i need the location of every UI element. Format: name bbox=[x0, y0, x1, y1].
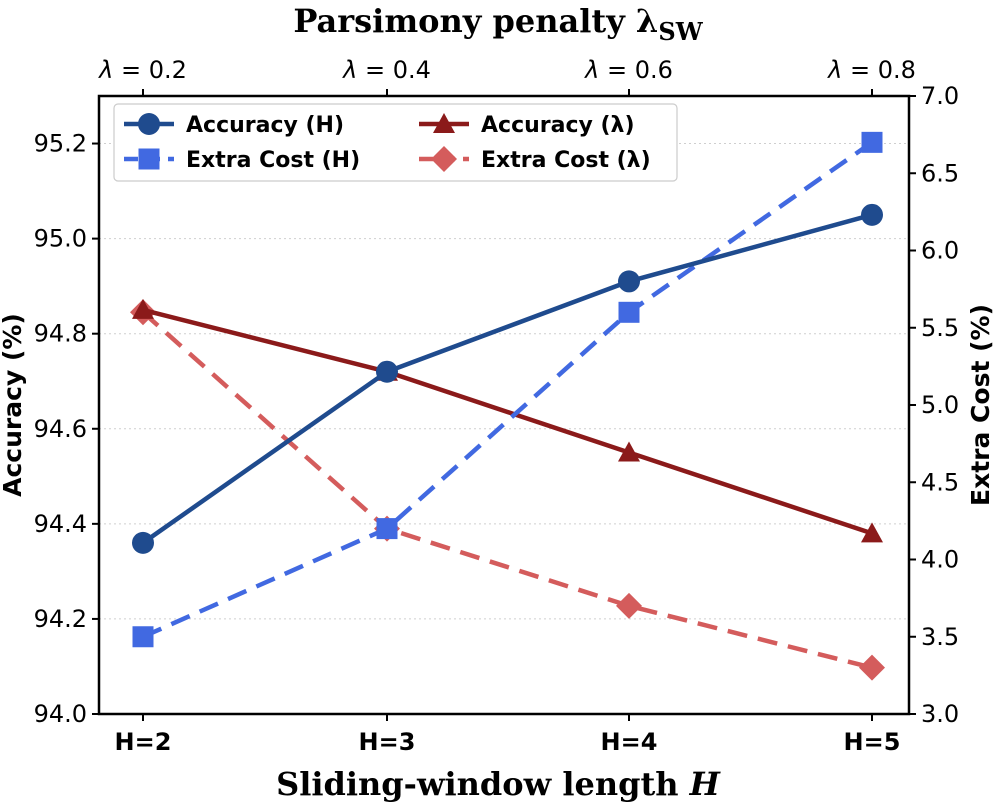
top-axis-title-subscript: SW bbox=[658, 17, 703, 46]
y-right-tick-label: 4.5 bbox=[921, 468, 959, 496]
plot-frame bbox=[97, 94, 911, 716]
y-right-tick-label: 6.5 bbox=[921, 159, 959, 187]
legend-swatch-marker bbox=[433, 113, 455, 133]
y-right-tick-label: 5.5 bbox=[921, 314, 959, 342]
y-right-tick-label: 3.5 bbox=[921, 623, 959, 651]
legend-label: Extra Cost (λ) bbox=[481, 148, 651, 173]
top-axis-title: Parsimony penalty λSW bbox=[293, 2, 703, 46]
lambda-symbol: λ bbox=[341, 56, 357, 84]
lambda-value: = 0.4 bbox=[357, 56, 431, 84]
x-axis-title: Sliding-window length H bbox=[276, 765, 722, 803]
series-layer bbox=[130, 131, 885, 681]
lambda-value: = 0.2 bbox=[113, 56, 187, 84]
x-bottom-tick-label: H=5 bbox=[844, 728, 901, 756]
data-point bbox=[618, 441, 640, 462]
data-point bbox=[132, 626, 154, 648]
legend-swatch-marker bbox=[138, 113, 160, 135]
lambda-symbol: λ bbox=[583, 56, 599, 84]
y-left-tick-label: 94.6 bbox=[34, 415, 87, 443]
x-axis-title-var: H bbox=[689, 765, 722, 803]
series-line bbox=[142, 140, 874, 639]
legend-label: Accuracy (λ) bbox=[481, 113, 635, 138]
x-top-tick-label: λ = 0.4 bbox=[341, 56, 431, 84]
x-top-tick-label: λ = 0.6 bbox=[583, 56, 673, 84]
data-point bbox=[618, 270, 640, 293]
legend-label: Extra Cost (H) bbox=[186, 148, 360, 173]
data-point bbox=[861, 522, 883, 543]
legend-box bbox=[113, 103, 678, 182]
series-extra-cost-h bbox=[132, 131, 883, 648]
series-line bbox=[141, 310, 873, 670]
y-right-tick-label: 4.0 bbox=[921, 546, 959, 574]
legend: Accuracy (H) Extra Cost (H) Accuracy (λ) Ex… bbox=[113, 103, 678, 182]
y-left-tick-label: 94.2 bbox=[34, 605, 87, 633]
y-left-tick-label: 94.8 bbox=[34, 320, 87, 348]
y-left-tick-label: 95.0 bbox=[34, 225, 87, 253]
lambda-value: = 0.6 bbox=[599, 56, 673, 84]
legend-swatch-marker bbox=[138, 148, 160, 170]
data-point bbox=[618, 301, 640, 323]
top-axis-title-main: Parsimony penalty λ bbox=[293, 2, 658, 40]
x-bottom-tick-label: H=2 bbox=[115, 728, 172, 756]
data-point bbox=[616, 592, 642, 619]
y-axis-right-title: Extra Cost (%) bbox=[966, 304, 995, 506]
data-point bbox=[376, 518, 398, 540]
y-right-tick-label: 7.0 bbox=[921, 82, 959, 110]
legend-entry: Accuracy (λ) bbox=[419, 113, 635, 138]
lambda-value: = 0.8 bbox=[842, 56, 916, 84]
y-right-tick-label: 3.0 bbox=[921, 700, 959, 728]
y-left-tick-label: 94.4 bbox=[34, 510, 87, 538]
y-right-tick-label: 5.0 bbox=[921, 391, 959, 419]
x-top-tick-label: λ = 0.2 bbox=[97, 56, 187, 84]
y-right-tick-label: 6.0 bbox=[921, 237, 959, 265]
y-left-tick-label: 94.0 bbox=[34, 700, 87, 728]
axes-layer: 94.0 94.2 94.4 94.6 94.8 95.0 95.2 3.0 3.5 4.0 4.5… bbox=[34, 56, 960, 756]
data-point bbox=[859, 654, 885, 681]
data-point bbox=[132, 298, 154, 319]
y-axis-left-title: Accuracy (%) bbox=[0, 313, 27, 497]
data-point bbox=[861, 203, 883, 226]
series-accuracy-h bbox=[132, 203, 883, 554]
series-line bbox=[141, 212, 873, 545]
x-axis-title-text: Sliding-window length bbox=[276, 765, 678, 803]
legend-swatch-marker bbox=[431, 146, 457, 172]
legend-entry: Extra Cost (λ) bbox=[419, 146, 651, 173]
series-line bbox=[142, 307, 873, 536]
lambda-symbol: λ bbox=[826, 56, 842, 84]
x-top-tick-label: λ = 0.8 bbox=[826, 56, 916, 84]
x-bottom-tick-label: H=4 bbox=[601, 728, 658, 756]
y-left-tick-label: 95.2 bbox=[34, 130, 87, 158]
data-point bbox=[861, 131, 883, 153]
x-bottom-tick-label: H=3 bbox=[359, 728, 416, 756]
data-point bbox=[132, 531, 154, 554]
lambda-symbol: λ bbox=[97, 56, 113, 84]
legend-entry: Extra Cost (H) bbox=[124, 148, 360, 173]
legend-label: Accuracy (H) bbox=[186, 113, 344, 138]
data-point bbox=[376, 360, 398, 383]
series-extra-cost-λ bbox=[130, 299, 885, 681]
legend-entry: Accuracy (H) bbox=[124, 113, 344, 138]
series-accuracy-λ bbox=[132, 298, 883, 543]
